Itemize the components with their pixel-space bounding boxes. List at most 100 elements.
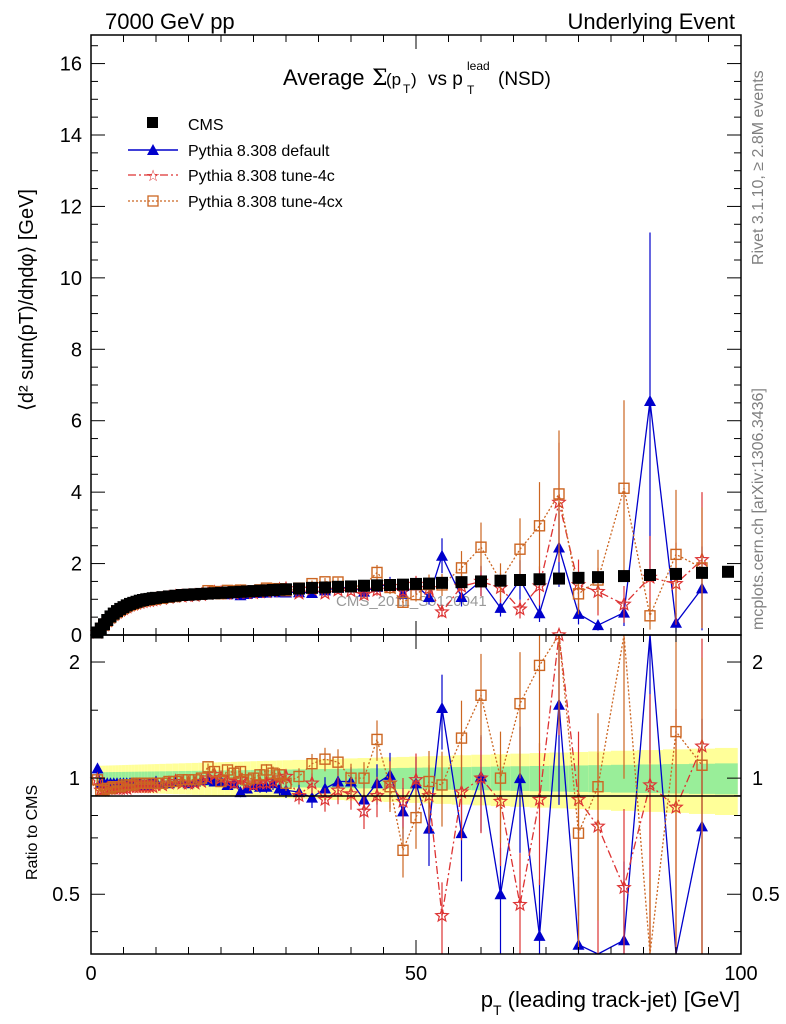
title-pt: (p: [386, 70, 401, 89]
y-tick-label-top: 8: [71, 339, 82, 361]
x-axis-label: pT (leading track-jet) [GeV]: [481, 987, 740, 1018]
ratio-point: [91, 762, 104, 774]
legend-label-4c: Pythia 8.308 tune-4c: [188, 168, 335, 185]
ratio-point: [176, 774, 188, 786]
ratio-point: [592, 781, 604, 793]
data-point: [618, 482, 630, 494]
band-inner: [588, 765, 611, 793]
legend-marker-4c: ☆: [146, 166, 160, 185]
y-axis-label-bottom: Ratio to CMS: [24, 785, 41, 880]
ratio-point: [696, 759, 708, 771]
ratio-point: [434, 907, 450, 923]
ratio-point: [423, 775, 435, 788]
ratio-point: [306, 791, 318, 803]
data-point: [455, 562, 468, 574]
data-point: [553, 488, 565, 500]
data-point: [306, 581, 318, 594]
title-average: Average: [283, 65, 365, 90]
data-point: [533, 520, 546, 532]
y-tick-label-top: 6: [71, 411, 82, 433]
rivet-label: Rivet 3.1.10, ≥ 2.8M events: [750, 70, 767, 265]
data-point: [356, 586, 372, 602]
ratio-point: [221, 764, 234, 776]
ratio-point: [260, 764, 273, 776]
ratio-tick-label-right: 1: [752, 768, 763, 790]
ratio-point: [317, 791, 333, 807]
ratio-point: [670, 725, 682, 738]
data-point: [512, 600, 528, 616]
data-point: [514, 574, 526, 586]
data-point: [358, 579, 370, 592]
ratio-point: [306, 757, 318, 770]
series-layer: [89, 232, 734, 955]
y-tick-label-top: 4: [71, 482, 82, 504]
ratio-point: [291, 787, 307, 803]
x-tick-label: 100: [724, 963, 757, 985]
ratio-point: [226, 774, 242, 790]
data-point: [332, 580, 344, 593]
ratio-point: [514, 697, 526, 710]
analysis-watermark: CMS_2011_S9120041: [336, 593, 487, 610]
ratio-point: [494, 888, 507, 900]
ratio-point: [241, 774, 253, 786]
ratio-point: [494, 772, 507, 784]
data-point: [319, 581, 331, 594]
ratio-point: [410, 811, 422, 824]
ratio-point: [371, 733, 383, 746]
ratio-point: [258, 774, 275, 790]
ratio-series-line: [96, 633, 703, 955]
data-point: [293, 582, 305, 595]
data-point: [371, 579, 383, 592]
ratio-point: [473, 769, 489, 785]
ratio-point: [356, 803, 372, 818]
data-point: [618, 570, 630, 583]
ratio-point: [273, 769, 286, 781]
data-point: [494, 601, 507, 613]
svg-text:T: T: [403, 82, 411, 96]
data-point: [410, 577, 422, 590]
ratio-point: [475, 689, 487, 701]
svg-text:⟨d² sum(pT)/dηdφ⟩ [GeV]: ⟨d² sum(pT)/dηdφ⟩ [GeV]: [16, 189, 38, 411]
legend-label-default: Pythia 8.308 default: [188, 143, 330, 160]
ratio-point: [304, 774, 320, 790]
ratio-point: [293, 770, 305, 783]
ratio-point: [234, 765, 247, 778]
ratio-point: [345, 772, 357, 784]
ratio-point: [215, 775, 227, 788]
y-tick-label-top: 2: [71, 554, 82, 576]
data-point: [533, 607, 546, 619]
ratio-tick-label-left: 2: [69, 652, 80, 674]
y-tick-label-top: 0: [71, 625, 82, 647]
data-point: [384, 579, 396, 591]
ratio-point: [512, 896, 528, 912]
data-point: [410, 588, 422, 601]
ratio-point: [156, 777, 169, 789]
data-point: [616, 596, 632, 611]
data-point: [475, 541, 487, 553]
data-point: [423, 577, 435, 590]
data-point: [397, 596, 409, 608]
title-sigma: Σ: [372, 66, 388, 91]
series-top-3: [91, 400, 708, 639]
ratio-point: [319, 782, 331, 794]
data-point: [592, 571, 604, 584]
ratio-point: [182, 774, 195, 786]
ratio-point: [533, 659, 546, 672]
mcplots-label: mcplots.cern.ch [arXiv:1306.3436]: [750, 388, 767, 630]
ratio-point: [330, 782, 346, 797]
ratio-point: [369, 787, 385, 803]
data-point: [514, 543, 526, 555]
legend-marker-cms: [147, 117, 158, 128]
title-vs: vs p: [428, 69, 463, 90]
ratio-tick-label-left: 1: [69, 768, 80, 790]
y-tick-label-top: 12: [60, 196, 82, 218]
ratio-point: [453, 783, 470, 799]
series-ratio-3: [91, 633, 708, 955]
data-point: [644, 610, 656, 622]
x-tick-label: 50: [405, 963, 427, 985]
series-top-cms: [91, 565, 734, 639]
ratio-point: [332, 756, 344, 768]
data-point: [670, 548, 682, 561]
